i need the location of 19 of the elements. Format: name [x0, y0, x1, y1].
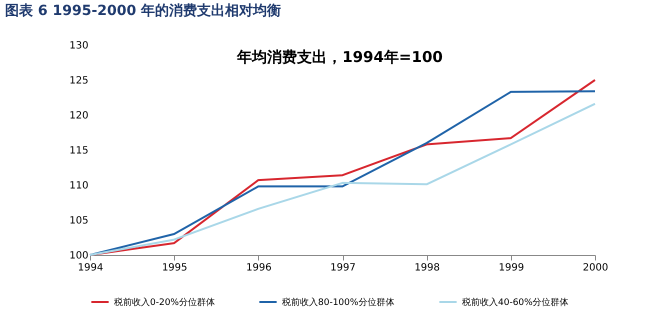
x-tick-label: 1999 [498, 262, 524, 274]
x-tick-label: 1996 [246, 262, 272, 274]
x-tick-label: 1998 [414, 262, 440, 274]
y-tick-label: 130 [69, 40, 88, 52]
x-tick-label: 2000 [582, 262, 608, 274]
chart-title: 图表 6 1995-2000 年的消费支出相对均衡 [5, 3, 282, 19]
y-tick-label: 100 [69, 250, 88, 262]
y-tick-label: 125 [69, 76, 88, 86]
y-tick-label: 120 [69, 110, 88, 122]
legend-label: 税前收入40-60%分位群体 [462, 297, 569, 308]
legend-label: 税前收入80-100%分位群体 [282, 297, 394, 308]
legend-label: 税前收入0-20%分位群体 [114, 297, 215, 308]
y-tick-label: 110 [69, 180, 88, 192]
x-tick-label: 1995 [162, 262, 188, 274]
y-tick-label: 115 [69, 146, 88, 156]
x-tick-label: 1994 [78, 262, 104, 274]
y-tick-label: 105 [69, 216, 88, 226]
x-tick-label: 1997 [330, 262, 356, 274]
annotation: 年均消费支出，1994年=100 [236, 48, 443, 66]
